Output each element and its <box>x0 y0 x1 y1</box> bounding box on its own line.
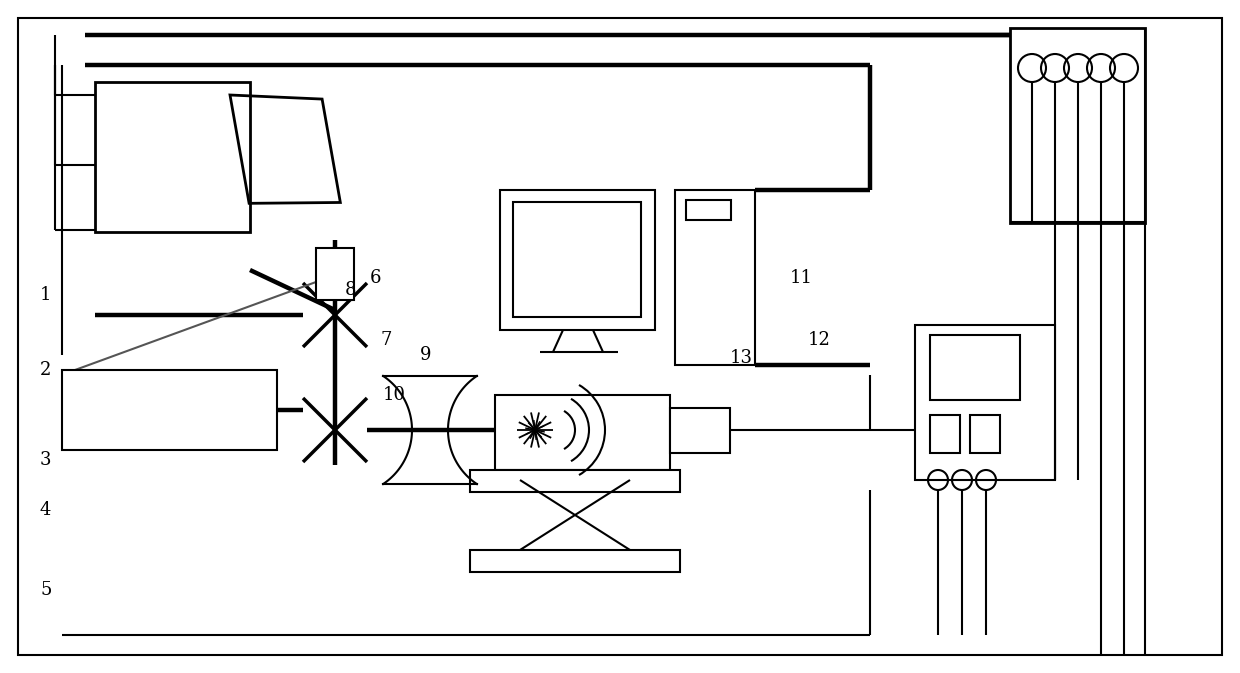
Text: 1: 1 <box>40 286 52 304</box>
Bar <box>675 190 755 365</box>
Bar <box>95 82 250 232</box>
Text: 5: 5 <box>40 581 51 599</box>
Bar <box>686 200 732 220</box>
Bar <box>915 325 1055 480</box>
Text: 3: 3 <box>40 451 52 469</box>
Text: 9: 9 <box>420 346 432 364</box>
Bar <box>930 415 960 453</box>
Text: 2: 2 <box>40 361 51 379</box>
Bar <box>970 415 999 453</box>
Text: 8: 8 <box>345 281 357 299</box>
Text: 4: 4 <box>40 501 51 519</box>
Text: 11: 11 <box>790 269 813 287</box>
Bar <box>495 395 670 470</box>
Text: 13: 13 <box>730 349 753 367</box>
Bar <box>500 190 655 330</box>
Bar <box>670 408 730 453</box>
Text: 10: 10 <box>383 386 405 404</box>
Text: 6: 6 <box>370 269 382 287</box>
Bar <box>1011 28 1145 223</box>
Bar <box>513 202 641 317</box>
Bar <box>62 370 277 450</box>
Text: 7: 7 <box>379 331 392 349</box>
Text: 12: 12 <box>808 331 831 349</box>
Bar <box>470 550 680 572</box>
Bar <box>316 248 353 300</box>
Bar <box>470 470 680 492</box>
Bar <box>930 335 1021 400</box>
